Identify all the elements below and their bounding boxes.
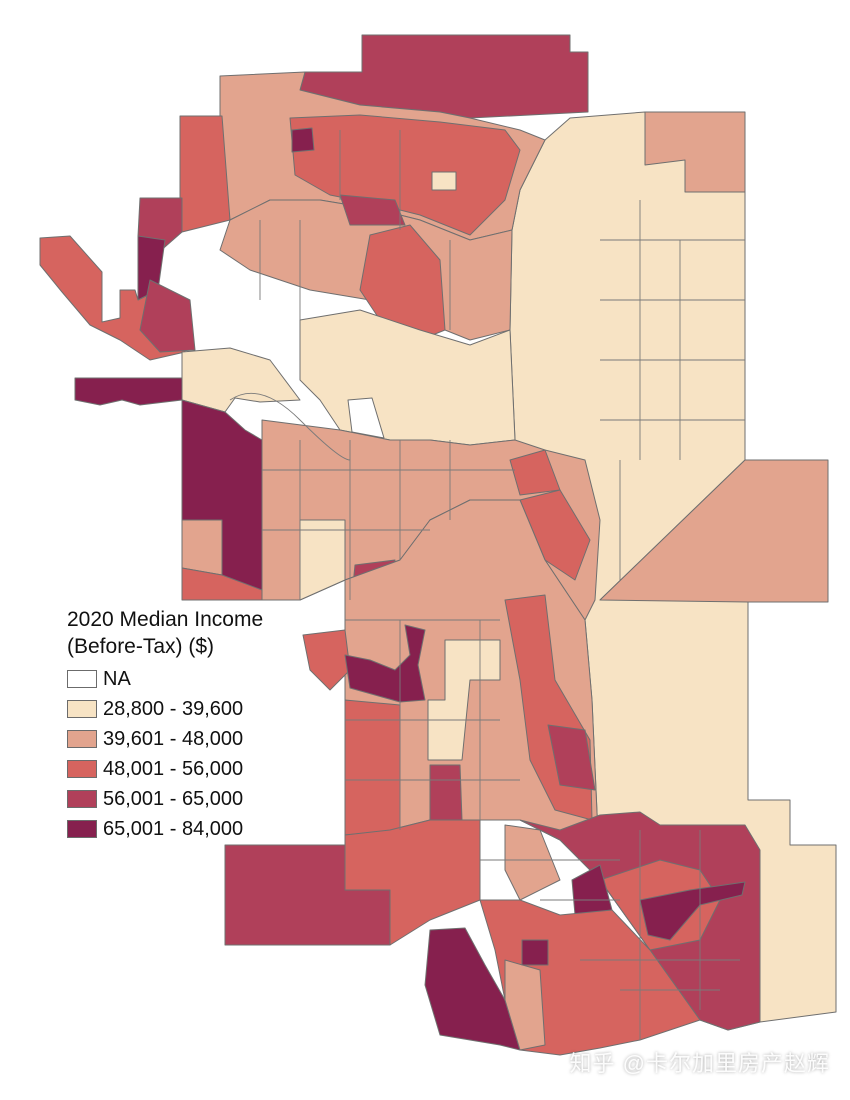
legend-item-class-4: 56,001 - 65,000 xyxy=(67,786,337,816)
legend-label: 28,800 - 39,600 xyxy=(103,698,244,720)
region-nw-maroon-2 xyxy=(339,194,406,226)
region-east-pink xyxy=(599,459,829,603)
region-west-dark-strip xyxy=(74,377,183,406)
legend-item-class-5: 65,001 - 84,000 xyxy=(67,816,337,846)
legend-item-na: NA xyxy=(67,666,337,696)
legend-item-class-2: 39,601 - 48,000 xyxy=(67,726,337,756)
region-south-light xyxy=(427,639,501,761)
region-north-light xyxy=(431,171,457,191)
region-core-light-2 xyxy=(299,519,346,601)
legend-label: 65,001 - 84,000 xyxy=(103,818,244,840)
region-south-red-2 xyxy=(302,629,351,691)
legend-swatch-na xyxy=(67,670,97,688)
region-north-red xyxy=(289,114,521,236)
community-boundaries xyxy=(229,130,745,1040)
legend-label: 48,001 - 56,000 xyxy=(103,758,244,780)
region-north-purple xyxy=(291,127,315,153)
legend-swatch-class-3 xyxy=(67,760,97,778)
map-legend: 2020 Median Income (Before-Tax) ($) NA 2… xyxy=(67,606,337,846)
region-bowness-light xyxy=(181,347,301,413)
legend-item-class-1: 28,800 - 39,600 xyxy=(67,696,337,726)
region-southwest-red xyxy=(344,819,481,946)
region-northeast-pink xyxy=(644,111,746,193)
legend-label: 56,001 - 65,000 xyxy=(103,788,244,810)
legend-title-line1: 2020 Median Income xyxy=(67,608,264,631)
region-far-south-dark xyxy=(424,927,521,1051)
legend-label: 39,601 - 48,000 xyxy=(103,728,244,750)
region-fish-creek-dark xyxy=(344,624,426,703)
region-far-south-pink xyxy=(504,959,546,1051)
region-south-maroon xyxy=(547,724,596,791)
watermark-text: 知乎 @卡尔加里房产赵辉 xyxy=(569,1051,830,1076)
region-southeast-dark xyxy=(639,881,746,941)
legend-swatch-class-5 xyxy=(67,820,97,838)
legend-swatch-class-1 xyxy=(67,700,97,718)
region-west-pink-2 xyxy=(181,519,223,576)
legend-item-class-3: 48,001 - 56,000 xyxy=(67,756,337,786)
region-west-maroon xyxy=(139,279,196,353)
region-south-maroon-2 xyxy=(429,764,463,821)
region-central-na xyxy=(347,397,385,439)
legend-label: NA xyxy=(103,668,131,690)
region-southeast-pink xyxy=(504,824,561,901)
legend-title-line2: (Before-Tax) ($) xyxy=(67,635,215,658)
region-far-south-dark-2 xyxy=(521,939,549,966)
legend-swatch-class-2 xyxy=(67,730,97,748)
region-nw-red xyxy=(179,115,231,233)
legend-swatch-class-4 xyxy=(67,790,97,808)
